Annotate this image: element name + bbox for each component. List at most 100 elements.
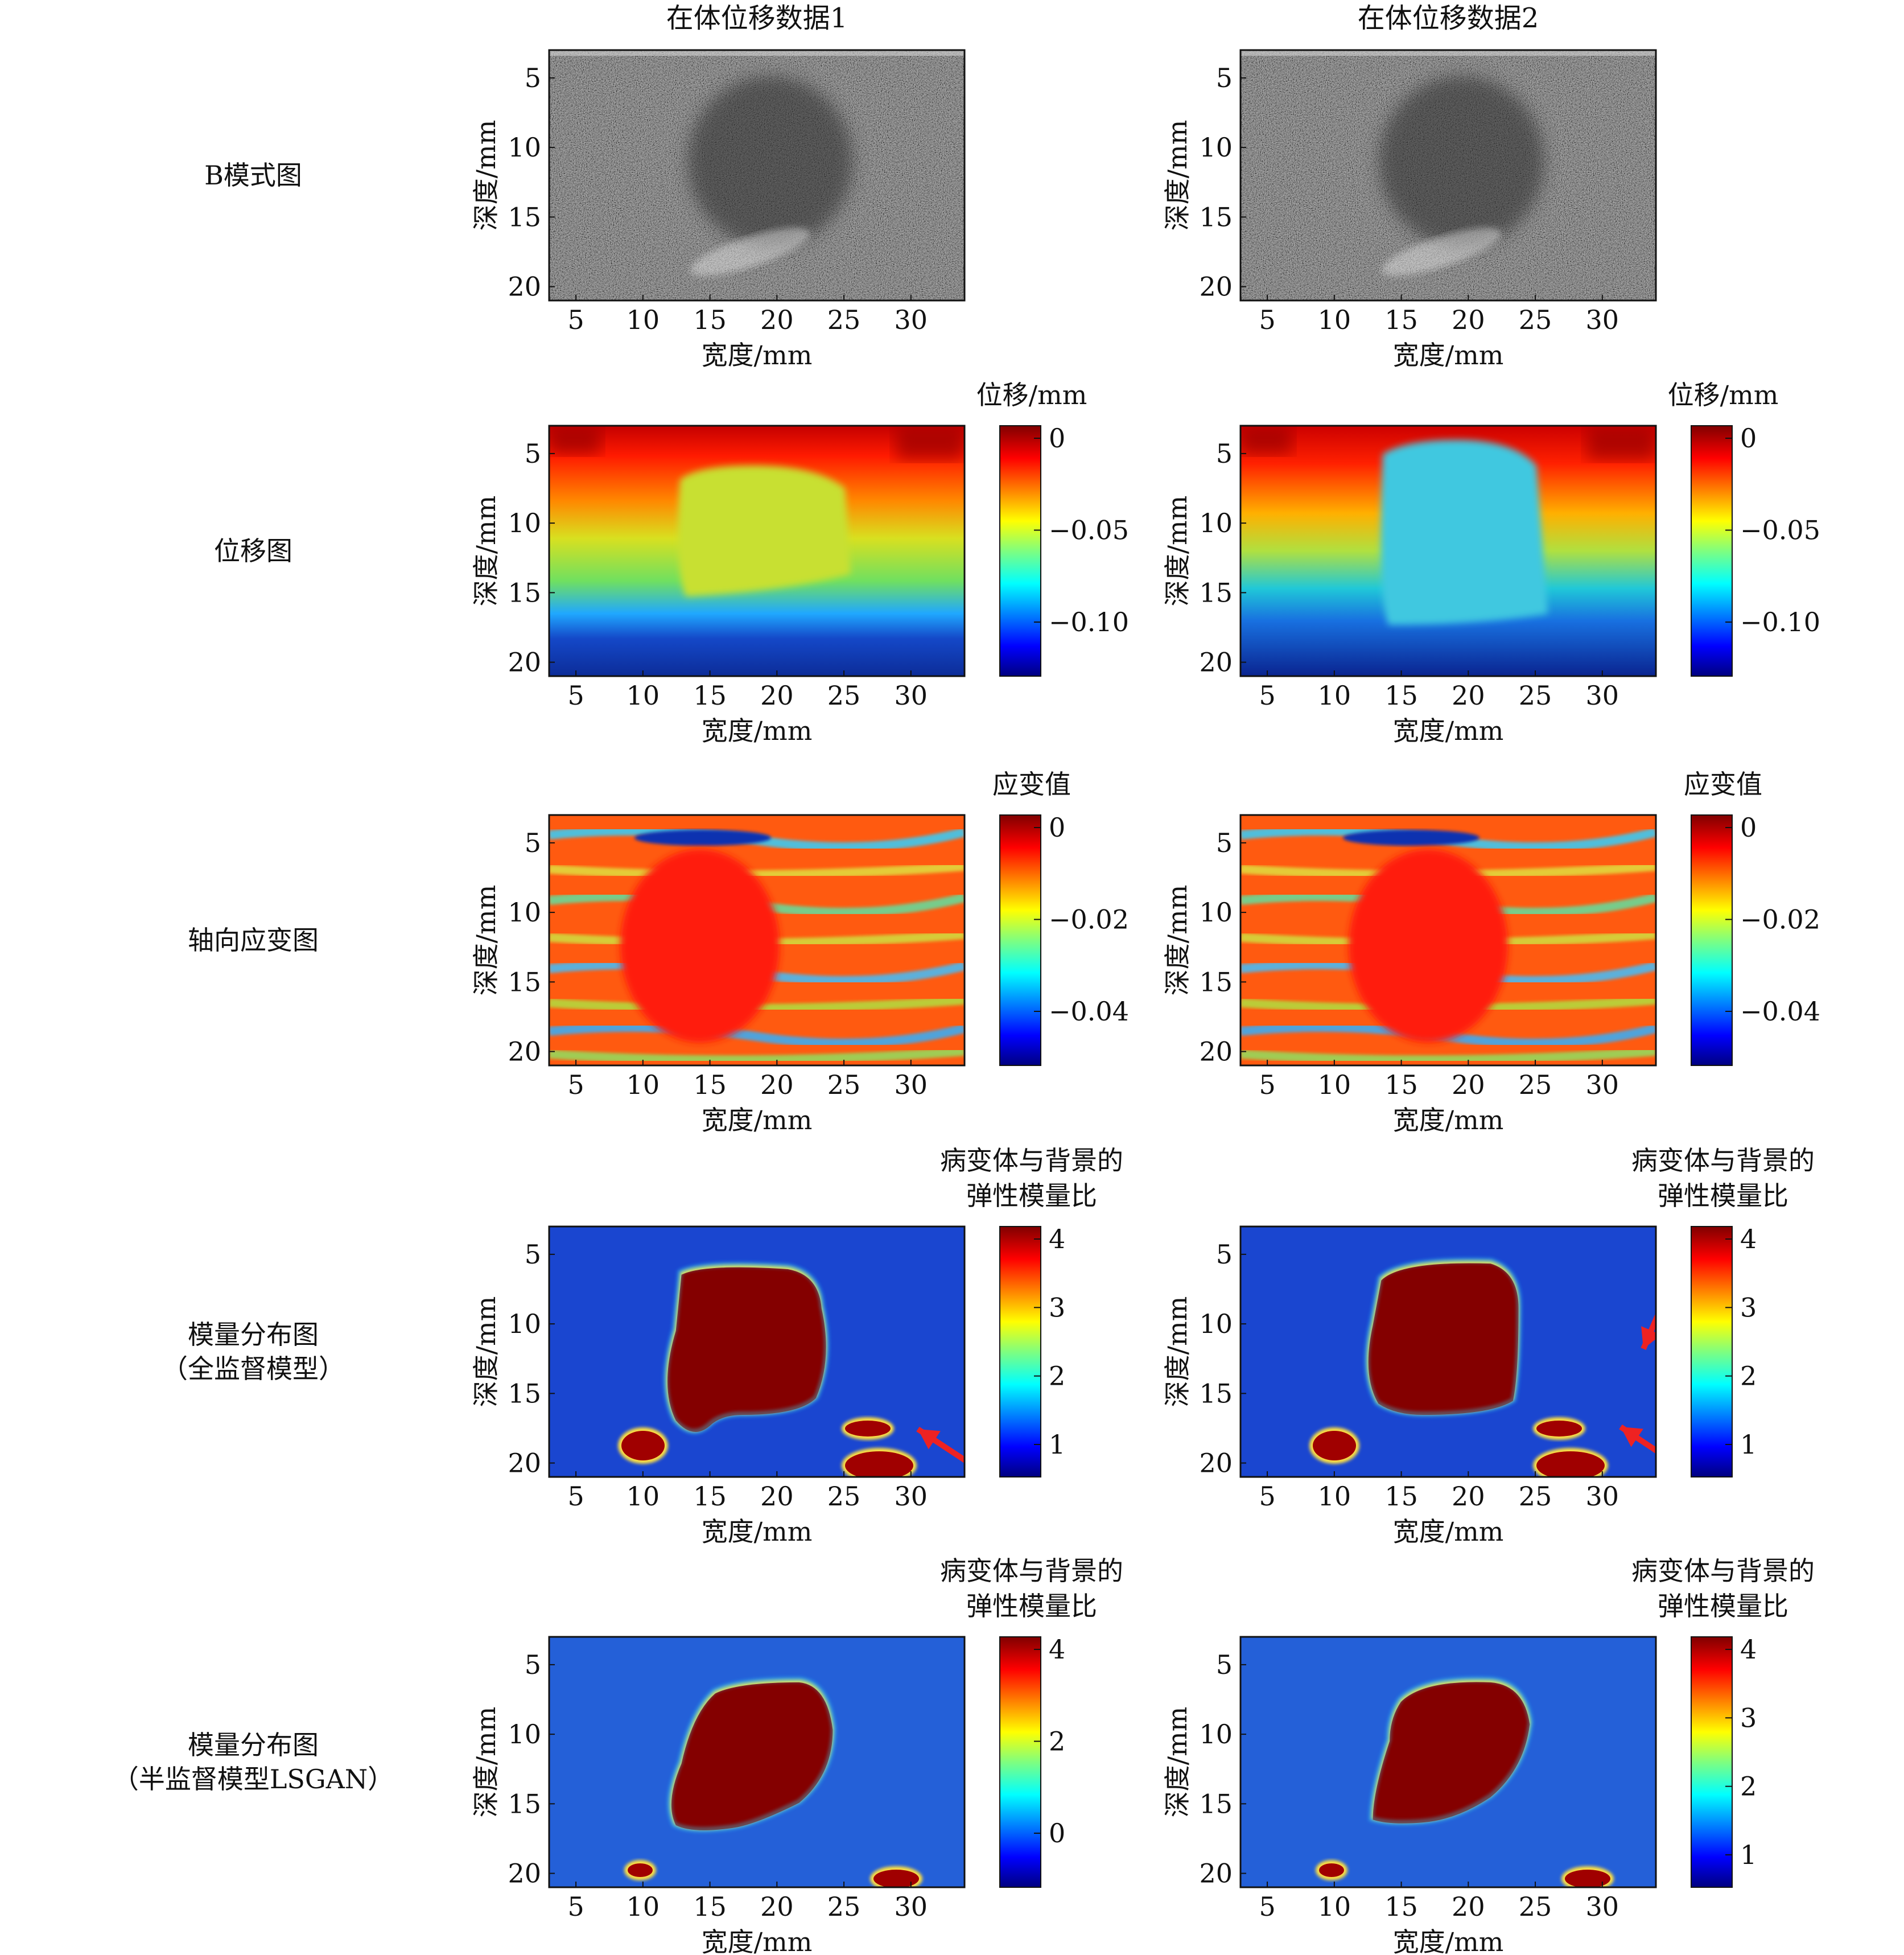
colorbar	[1691, 425, 1733, 677]
colorbar-tick-label: 0	[1049, 423, 1065, 454]
y-tick-label: 5	[525, 1239, 541, 1270]
x-tick-label: 10	[1318, 1481, 1351, 1512]
y-tick-label: 15	[508, 966, 541, 997]
colorbar-tick-label: −0.04	[1740, 996, 1820, 1027]
plot-frame	[548, 1225, 966, 1478]
x-tick-label: 15	[1384, 304, 1418, 335]
x-tick-label: 5	[1259, 304, 1275, 335]
x-tick-label: 15	[1384, 1481, 1418, 1512]
x-tick-label: 15	[1384, 680, 1418, 711]
colorbar-tick-label: 2	[1740, 1771, 1757, 1802]
x-tick-label: 25	[1519, 304, 1552, 335]
y-tick-label: 5	[525, 63, 541, 93]
colorbar-tick-label: 0	[1049, 812, 1065, 843]
bright-echo	[690, 228, 810, 276]
colorbar-tick-label: 2	[1740, 1361, 1757, 1392]
column-title: 在体位移数据1	[666, 2, 848, 34]
y-tick-label: 20	[1199, 1448, 1233, 1479]
y-tick-label: 15	[508, 201, 541, 232]
x-tick-label: 25	[1519, 680, 1552, 711]
row-label: 轴向应变图	[188, 925, 319, 956]
colorbar-tick-label: 1	[1740, 1839, 1757, 1870]
x-tick-label: 5	[567, 304, 584, 335]
secondary-inclusion	[1565, 1870, 1610, 1887]
lesion-strain	[620, 849, 780, 1043]
lesion-halo	[1364, 1257, 1523, 1418]
y-axis-label: 深度/mm	[471, 496, 501, 607]
panel-mod_lsgan: 5 10 15 20 25 30 5 10 15 20 宽度/mm 深度/mm 4 3 2 1 病变体与背景的弹…	[1162, 1555, 1815, 1955]
y-tick-label: 10	[508, 1308, 541, 1339]
x-tick-label: 30	[1586, 1891, 1619, 1922]
y-tick-label: 20	[508, 1036, 541, 1067]
x-tick-label: 20	[1452, 1481, 1485, 1512]
y-tick-label: 10	[508, 508, 541, 538]
secondary-inclusion	[873, 1870, 919, 1887]
x-tick-label: 20	[760, 304, 794, 335]
colorbar-tick-label: −0.02	[1049, 904, 1129, 935]
y-tick-label: 5	[525, 1649, 541, 1680]
y-axis-label: 深度/mm	[1162, 1707, 1193, 1818]
inclusion-region	[1380, 440, 1548, 625]
x-tick-label: 5	[1259, 680, 1275, 711]
x-tick-label: 25	[827, 1069, 861, 1100]
colorbar	[1691, 1636, 1733, 1888]
y-axis-label: 深度/mm	[1162, 1297, 1193, 1407]
y-tick-label: 5	[1216, 438, 1233, 469]
colorbar-tick-label: 1	[1740, 1429, 1757, 1460]
secondary-inclusion	[845, 1451, 913, 1477]
x-axis-label: 宽度/mm	[1393, 1516, 1504, 1547]
row-label: 位移图	[214, 536, 292, 566]
x-tick-label: 5	[567, 680, 584, 711]
y-tick-label: 10	[1199, 132, 1233, 163]
x-tick-label: 15	[693, 1481, 727, 1512]
panel-image	[549, 815, 965, 1065]
colorbar-title: 弹性模量比	[966, 1180, 1097, 1211]
plot-frame	[548, 814, 966, 1067]
x-tick-label: 5	[1259, 1891, 1275, 1922]
panel-image	[549, 426, 965, 676]
secondary-inclusion	[628, 1863, 653, 1877]
row-label: 模量分布图	[188, 1730, 319, 1760]
y-axis-label: 深度/mm	[471, 1707, 501, 1818]
colorbar-title: 位移/mm	[1668, 380, 1779, 410]
y-tick-label: 20	[508, 271, 541, 302]
y-tick-label: 10	[1199, 508, 1233, 538]
y-tick-label: 20	[508, 1448, 541, 1479]
y-tick-label: 5	[1216, 828, 1233, 858]
colorbar-tick-label: −0.10	[1049, 607, 1129, 637]
y-tick-label: 20	[1199, 1036, 1233, 1067]
colorbar	[999, 1636, 1041, 1888]
x-axis-label: 宽度/mm	[702, 1105, 813, 1135]
y-tick-label: 10	[1199, 1308, 1233, 1339]
secondary-inclusion	[1536, 1421, 1582, 1437]
y-tick-label: 15	[1199, 201, 1233, 232]
y-tick-label: 20	[1199, 647, 1233, 678]
x-tick-label: 25	[827, 680, 861, 711]
lesion-halo	[1368, 1676, 1534, 1826]
y-tick-label: 10	[508, 132, 541, 163]
y-tick-label: 15	[1199, 966, 1233, 997]
annotation-arrowhead	[1621, 1427, 1643, 1447]
colorbar-title: 弹性模量比	[1658, 1180, 1788, 1211]
x-tick-label: 15	[693, 1069, 727, 1100]
x-tick-label: 15	[1384, 1891, 1418, 1922]
bright-echo	[1382, 228, 1502, 276]
colorbar-title: 位移/mm	[976, 380, 1087, 410]
colorbar	[999, 814, 1041, 1066]
x-tick-label: 20	[760, 1481, 794, 1512]
panel-disp: 5 10 15 20 25 30 5 10 15 20 宽度/mm 深度/mm 0 −0.05 −0.10 位…	[471, 380, 1129, 746]
x-tick-label: 10	[1318, 1891, 1351, 1922]
x-tick-label: 5	[1259, 1069, 1275, 1100]
x-tick-label: 20	[1452, 1891, 1485, 1922]
colorbar-title: 病变体与背景的	[940, 1555, 1123, 1586]
colorbar-tick-label: −0.10	[1740, 607, 1820, 637]
x-tick-label: 25	[827, 1481, 861, 1512]
x-tick-label: 25	[827, 304, 861, 335]
plot-frame	[1239, 425, 1657, 677]
y-axis-label: 深度/mm	[471, 885, 501, 996]
colorbar-title: 病变体与背景的	[1631, 1555, 1815, 1586]
x-tick-label: 5	[1259, 1481, 1275, 1512]
y-tick-label: 10	[1199, 1719, 1233, 1750]
y-tick-label: 10	[1199, 897, 1233, 928]
